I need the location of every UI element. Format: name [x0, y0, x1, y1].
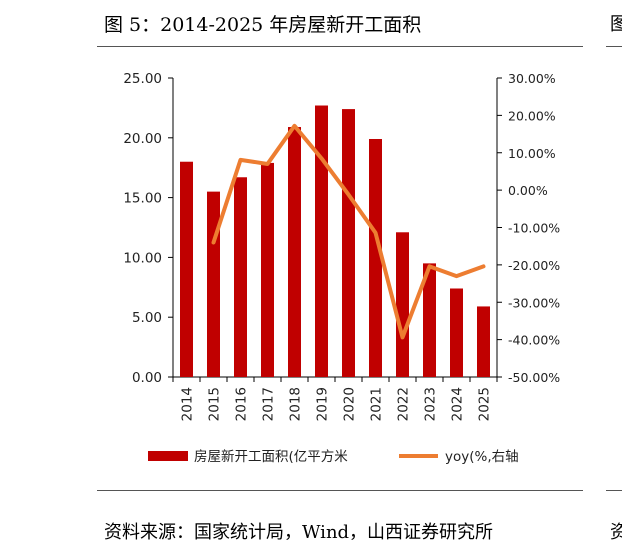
x-axis-tick-label: 2024 — [450, 387, 466, 421]
source-rule — [97, 490, 583, 491]
right-axis-tick-label: -30.00% — [508, 295, 560, 310]
x-axis-tick-label: 2014 — [180, 387, 196, 421]
bar — [396, 232, 409, 377]
x-axis-tick-label: 2019 — [315, 387, 331, 421]
left-axis: 0.00 5.00 10.00 15.00 20.00 25.00 — [123, 71, 498, 386]
yoy-point — [347, 193, 350, 197]
yoy-point — [455, 274, 458, 278]
right-axis-tick-label: 30.00% — [508, 71, 556, 86]
yoy-point — [482, 264, 485, 268]
right-axis-tick-label: -20.00% — [508, 258, 560, 273]
source-note: 资料来源：国家统计局，Wind，山西证券研究所 — [104, 522, 494, 543]
x-axis-tick-label: 2016 — [234, 387, 250, 421]
yoy-point — [428, 264, 431, 268]
bar — [315, 105, 328, 378]
x-axis-labels: 2014 2015 2016 2017 2018 2019 2020 2021 2022 2023… — [180, 387, 493, 421]
x-axis-tick-label: 2025 — [477, 387, 493, 421]
left-axis-tick-label: 15.00 — [123, 191, 162, 207]
x-axis-tick-label: 2017 — [261, 387, 277, 421]
edge-rule-bottom — [606, 490, 622, 491]
title-rule — [97, 46, 583, 47]
figure-title: 图 5：2014-2025 年房屋新开工面积 — [104, 14, 422, 36]
legend-bar-label: 房屋新开工面积(亿平方米 — [194, 449, 348, 465]
yoy-point — [374, 231, 377, 235]
x-axis-tick-label: 2015 — [207, 387, 223, 421]
bar — [423, 263, 436, 377]
bar-series — [180, 105, 490, 378]
left-axis-tick-label: 20.00 — [123, 131, 162, 147]
right-axis-tick-label: 20.00% — [508, 108, 556, 123]
x-axis-tick-label: 2021 — [369, 387, 385, 421]
bar — [234, 177, 247, 377]
right-axis-tick-label: -50.00% — [508, 370, 560, 385]
legend-bar-swatch — [148, 451, 188, 461]
yoy-point — [293, 124, 296, 128]
bar — [261, 162, 274, 377]
yoy-point — [266, 162, 269, 166]
bar — [450, 288, 463, 377]
edge-fragment-bottom: 资 — [610, 522, 622, 543]
edge-fragment-top: 图 — [610, 14, 622, 35]
right-axis-tick-label: -40.00% — [508, 333, 560, 348]
bar — [207, 191, 220, 377]
x-axis-tick-label: 2018 — [288, 387, 304, 421]
bar — [342, 109, 355, 377]
legend: 房屋新开工面积(亿平方米 yoy(%,右轴 — [148, 449, 519, 465]
legend-line-label: yoy(%,右轴 — [445, 449, 519, 465]
yoy-point — [401, 335, 404, 339]
x-axis-tick-label: 2022 — [396, 387, 412, 421]
left-axis-tick-label: 0.00 — [132, 370, 162, 386]
bar — [477, 306, 490, 377]
bar — [369, 138, 382, 377]
bar — [288, 127, 301, 377]
x-axis-tick-label: 2020 — [342, 387, 358, 421]
right-axis-tick-label: 10.00% — [508, 146, 556, 161]
left-axis-tick-label: 10.00 — [123, 250, 162, 266]
bar — [180, 161, 193, 377]
yoy-point — [320, 156, 323, 160]
left-axis-tick-label: 5.00 — [132, 310, 162, 326]
edge-rule-top — [606, 46, 622, 47]
right-axis-tick-label: -10.00% — [508, 221, 560, 236]
right-axis: -50.00% -40.00% -30.00% -20.00% -10.00% 0.00%… — [496, 71, 560, 385]
yoy-point — [239, 158, 242, 162]
left-axis-tick-label: 25.00 — [123, 71, 162, 87]
right-axis-tick-label: 0.00% — [508, 183, 548, 198]
yoy-line-series — [211, 123, 486, 340]
yoy-point — [212, 240, 215, 244]
x-axis-tick-label: 2023 — [423, 387, 439, 421]
